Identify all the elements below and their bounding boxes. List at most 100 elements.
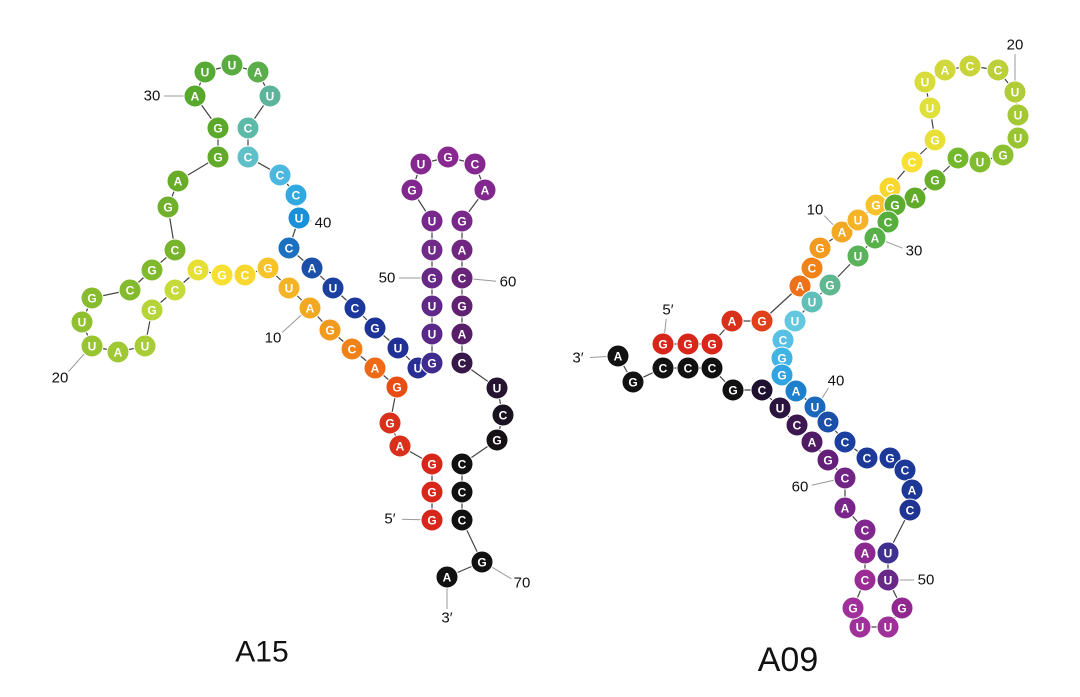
nucleotide-label: U xyxy=(141,340,150,354)
nucleotide xyxy=(700,356,724,380)
nucleotide-label: C xyxy=(841,472,850,486)
nucleotide-label: C xyxy=(824,416,833,430)
nucleotide-label: C xyxy=(458,514,467,528)
nucleotide xyxy=(485,376,509,400)
nucleotide xyxy=(991,143,1015,167)
nucleotide xyxy=(450,508,474,532)
nucleotide-label: C xyxy=(906,504,915,518)
nucleotide-label: C xyxy=(863,452,872,466)
nucleotide xyxy=(800,256,824,280)
nucleotide-label: G xyxy=(848,602,857,616)
nucleotide xyxy=(846,208,870,232)
nucleotide xyxy=(80,334,104,358)
nucleotide xyxy=(277,276,301,300)
nucleotide xyxy=(721,378,745,402)
nucleotide xyxy=(808,236,832,260)
nucleotide xyxy=(133,334,157,358)
nucleotide xyxy=(913,70,937,94)
nucleotide xyxy=(256,256,280,280)
nucleotide-label: C xyxy=(758,384,767,398)
nucleotide-label: C xyxy=(292,189,301,203)
nucleotide xyxy=(450,209,474,233)
nucleotide-label: G xyxy=(890,199,899,213)
nucleotide-label: U xyxy=(417,158,426,172)
nucleotide-label: G xyxy=(213,151,222,165)
nucleotide xyxy=(343,296,367,320)
position-number: 40 xyxy=(828,373,845,390)
nucleotide-label: C xyxy=(684,362,693,376)
nucleotide xyxy=(768,396,792,420)
nucleotide-label: A xyxy=(808,436,817,450)
nucleotide-label: G xyxy=(885,452,894,466)
nucleotide xyxy=(450,266,474,290)
nucleotide-label: G xyxy=(930,174,939,188)
nucleotide-label: C xyxy=(458,272,467,286)
nucleotide xyxy=(846,244,870,268)
nucleotide xyxy=(853,518,877,542)
nucleotide-label: U xyxy=(1014,132,1023,146)
nucleotide-label: U xyxy=(926,102,935,116)
nucleotide xyxy=(420,452,444,476)
nucleotide xyxy=(163,278,187,302)
nucleotide xyxy=(386,336,410,360)
nucleotide-label: U xyxy=(811,401,820,415)
nucleotide-label: A xyxy=(371,362,380,376)
nucleotide-label: G xyxy=(930,134,939,148)
nucleotide xyxy=(420,322,444,346)
nucleotide xyxy=(140,258,164,282)
nucleotide-label: U xyxy=(428,300,437,314)
nucleotide-label: C xyxy=(841,436,850,450)
position-number: 10 xyxy=(807,202,824,219)
label-pointer xyxy=(821,387,829,399)
position-number: 20 xyxy=(1007,37,1024,54)
nucleotide xyxy=(420,238,444,262)
nucleotide xyxy=(363,356,387,380)
nucleotide-label: G xyxy=(163,201,172,215)
nucleotide-label: U xyxy=(428,328,437,342)
nucleotide-label: G xyxy=(707,338,716,352)
nucleotide-label: C xyxy=(351,302,360,316)
nucleotide-label: A xyxy=(443,571,452,585)
nucleotide-label: U xyxy=(78,316,87,330)
nucleotide-label: A xyxy=(481,184,490,198)
nucleotide xyxy=(830,220,854,244)
nucleotide xyxy=(378,411,402,435)
nucleotide xyxy=(163,238,187,262)
nucleotide-label: G xyxy=(815,242,824,256)
nucleotide-label: U xyxy=(776,402,785,416)
nucleotide xyxy=(409,152,433,176)
nucleotide-label: G xyxy=(683,338,692,352)
nucleotide xyxy=(816,448,840,472)
nucleotide xyxy=(923,128,947,152)
five-prime-label: 5′ xyxy=(384,511,395,528)
nucleotide-label: C xyxy=(954,152,963,166)
nucleotide-label: G xyxy=(823,454,832,468)
nucleotide-label: G xyxy=(407,184,416,198)
position-number: 50 xyxy=(918,572,935,589)
nucleotide-label: C xyxy=(458,357,467,371)
nucleotide xyxy=(800,430,824,454)
nucleotide-label: G xyxy=(443,151,452,165)
nucleotide xyxy=(946,146,970,170)
nucleotide-label: U xyxy=(921,76,930,90)
nucleotide xyxy=(1003,80,1027,104)
nucleotide-label: C xyxy=(458,486,467,500)
nucleotide-label: G xyxy=(658,338,667,352)
nucleotide xyxy=(321,276,345,300)
structure-name: A09 xyxy=(758,641,819,679)
nucleotide-label: A xyxy=(458,328,467,342)
nucleotide-label: A xyxy=(308,262,317,276)
nucleotide-label: G xyxy=(147,304,156,318)
nucleotide-label: A xyxy=(254,66,263,80)
nucleotide xyxy=(236,145,260,169)
nucleotide xyxy=(833,496,857,520)
nucleotide-label: U xyxy=(856,621,865,635)
nucleotide xyxy=(900,150,924,174)
nucleotide-label: G xyxy=(628,376,637,390)
five-prime-label: 5′ xyxy=(662,302,673,319)
nucleotide-label: A xyxy=(841,502,850,516)
nucleotide xyxy=(363,316,387,340)
position-number: 50 xyxy=(379,270,396,287)
nucleotide-label: C xyxy=(241,269,250,283)
